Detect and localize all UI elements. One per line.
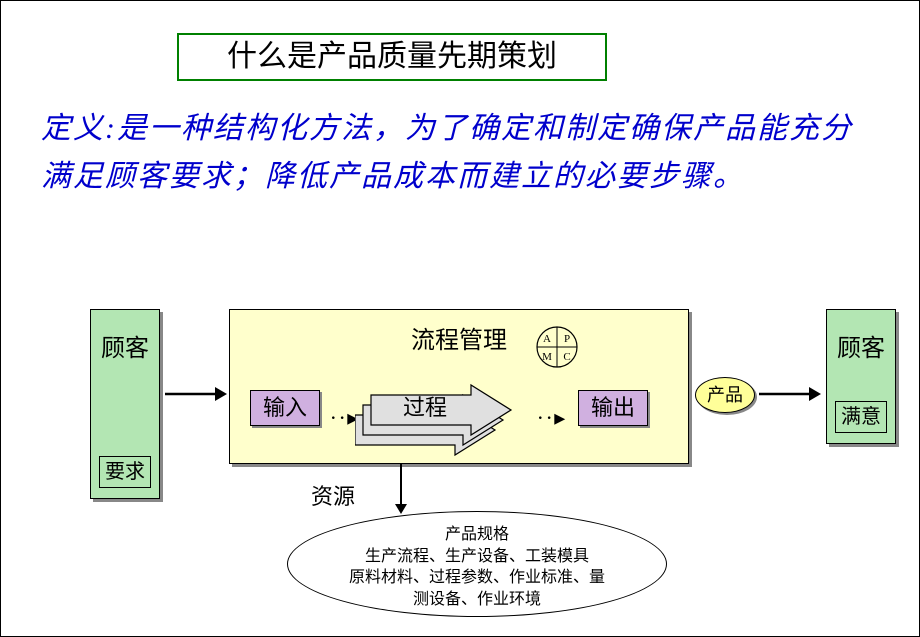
process-middle-label: 过程 xyxy=(403,395,447,420)
arrow-process-to-output: · · ▸ xyxy=(530,405,570,431)
process-management-box: 流程管理 输入 · · ▸ 过程 · · ▸ 输出 A P xyxy=(229,309,689,464)
resources-label: 资源 xyxy=(311,479,355,511)
customer-left-label: 顾客 xyxy=(91,328,159,363)
svg-text:P: P xyxy=(564,333,570,345)
page-title-box: 什么是产品质量先期策划 xyxy=(177,33,607,81)
output-box: 输出 xyxy=(578,390,648,426)
input-box: 输入 xyxy=(250,390,320,426)
definition-text: 定义:是一种结构化方法，为了确定和制定确保产品能充分满足顾客要求；降低产品成本而… xyxy=(41,105,881,201)
customer-right-label: 顾客 xyxy=(827,328,895,363)
resources-line4: 测设备、作业环境 xyxy=(288,589,666,611)
page-title: 什么是产品质量先期策划 xyxy=(227,40,557,73)
requirement-box: 要求 xyxy=(99,456,151,488)
resources-ellipse: 产品规格 生产流程、生产设备、工装模具 原料材料、过程参数、作业标准、量 测设备… xyxy=(287,511,667,617)
customer-right-box: 顾客 满意 xyxy=(826,309,896,444)
arrow-process-to-resources xyxy=(391,464,411,514)
arrow-product-to-customer xyxy=(759,379,821,409)
resources-line3: 原料材料、过程参数、作业标准、量 xyxy=(288,567,666,589)
svg-text:C: C xyxy=(563,351,570,363)
satisfaction-box: 满意 xyxy=(835,401,887,433)
customer-left-box: 顾客 要求 xyxy=(90,309,160,499)
resources-line2: 生产流程、生产设备、工装模具 xyxy=(288,546,666,568)
apmc-circle: A P M C xyxy=(535,325,579,369)
svg-text:M: M xyxy=(542,351,552,363)
resources-line1: 产品规格 xyxy=(288,524,666,546)
process-arrow-shape: 过程 xyxy=(355,365,525,455)
flow-diagram: 顾客 要求 流程管理 输入 · · ▸ 过程 · · ▸ 输出 xyxy=(1,291,920,631)
product-ellipse: 产品 xyxy=(695,377,755,413)
svg-text:A: A xyxy=(543,333,551,345)
process-title: 流程管理 xyxy=(230,320,688,355)
arrow-left-to-process xyxy=(165,379,227,409)
